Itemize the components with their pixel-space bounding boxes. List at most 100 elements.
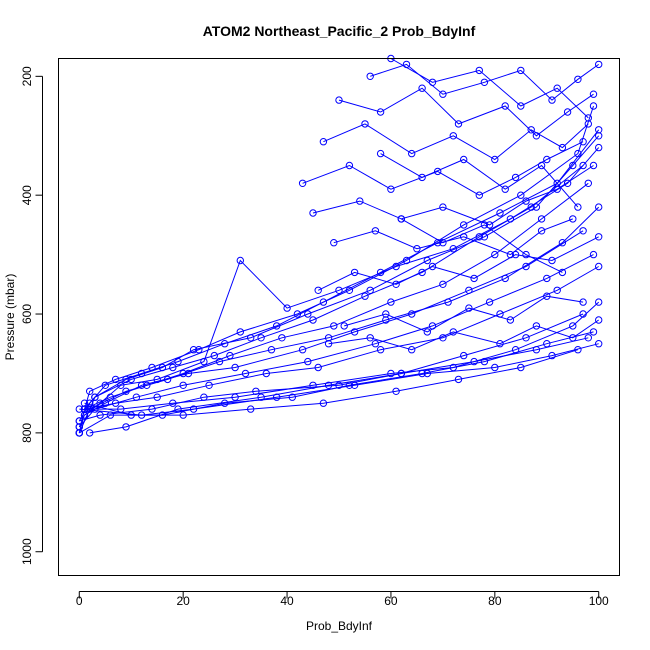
- data-point: [231, 393, 239, 401]
- data-point: [371, 340, 380, 348]
- data-point: [522, 334, 530, 342]
- data-point: [449, 132, 457, 140]
- data-point: [517, 191, 525, 199]
- series-10: [80, 262, 603, 413]
- data-point: [439, 203, 447, 211]
- data-point: [387, 298, 395, 306]
- series-line: [78, 254, 594, 428]
- data-point: [418, 173, 426, 182]
- series-line: [79, 313, 584, 422]
- data-point: [485, 298, 494, 306]
- data-point: [449, 245, 457, 253]
- data-point: [418, 84, 426, 92]
- data-point: [153, 393, 161, 401]
- data-point: [532, 346, 541, 354]
- data-point: [298, 346, 307, 354]
- series-line: [78, 129, 600, 422]
- data-point: [319, 399, 328, 407]
- series-line: [328, 319, 599, 351]
- data-point: [506, 316, 515, 324]
- data-point: [127, 375, 135, 384]
- data-point: [434, 167, 442, 176]
- data-point: [501, 102, 509, 110]
- data-point: [361, 292, 369, 300]
- series-18: [335, 84, 598, 140]
- data-point: [324, 381, 333, 389]
- data-point: [589, 328, 598, 336]
- x-tick-label: 40: [280, 594, 294, 608]
- series-26: [387, 54, 592, 122]
- data-point: [423, 328, 431, 336]
- data-point: [267, 346, 276, 354]
- data-point: [470, 357, 478, 366]
- data-point: [428, 78, 437, 87]
- series-line: [344, 295, 584, 333]
- series-3: [80, 102, 598, 413]
- data-point: [595, 203, 603, 211]
- data-point: [376, 149, 385, 158]
- data-point: [517, 363, 525, 372]
- data-point: [304, 357, 312, 366]
- x-tick-label: 80: [488, 594, 502, 608]
- data-point: [314, 286, 322, 294]
- series-line: [79, 343, 599, 416]
- data-point: [195, 346, 203, 354]
- series-line: [333, 218, 573, 256]
- data-point: [262, 369, 270, 378]
- y-tick-label: 1000: [20, 538, 34, 565]
- y-axis: 200 400 600 800 1000: [20, 66, 43, 565]
- data-point: [278, 334, 286, 342]
- data-point: [75, 405, 84, 413]
- data-point: [537, 227, 546, 235]
- data-point: [408, 310, 416, 318]
- data-point: [236, 328, 245, 336]
- data-point: [595, 126, 603, 134]
- data-point: [376, 346, 385, 354]
- data-point: [553, 185, 561, 193]
- data-point: [273, 322, 281, 330]
- data-point: [387, 185, 395, 193]
- data-point: [595, 143, 603, 152]
- data-point: [584, 179, 592, 188]
- data-point: [537, 215, 546, 223]
- data-point: [574, 75, 582, 84]
- data-point: [298, 179, 307, 188]
- series-line: [78, 206, 600, 434]
- series-line: [84, 349, 579, 416]
- data-point: [579, 161, 587, 170]
- data-point: [595, 60, 603, 69]
- data-point: [86, 429, 94, 437]
- data-point: [309, 316, 317, 324]
- data-point: [522, 262, 530, 271]
- data-point: [397, 215, 405, 223]
- data-point: [579, 298, 587, 306]
- data-point: [465, 304, 473, 312]
- data-point: [122, 423, 130, 431]
- x-tick-label: 0: [76, 594, 83, 608]
- data-point: [75, 417, 84, 425]
- series-line: [323, 123, 589, 161]
- data-point: [392, 262, 400, 271]
- data-point: [439, 239, 447, 247]
- series-28: [397, 215, 567, 277]
- series-line: [380, 153, 579, 208]
- data-point: [91, 393, 99, 401]
- data-point: [169, 363, 177, 372]
- data-point: [75, 429, 84, 437]
- data-point: [319, 138, 328, 146]
- data-point: [584, 114, 592, 122]
- data-point: [111, 399, 120, 407]
- axis-layer: 0 20 40 60 80 100 200 400 600 800 1000: [20, 66, 609, 608]
- data-point: [511, 173, 520, 182]
- data-point: [345, 286, 354, 294]
- data-point: [553, 286, 561, 294]
- data-point: [563, 108, 572, 116]
- data-point: [247, 405, 255, 413]
- data-point: [189, 346, 198, 354]
- y-tick-label: 800: [20, 423, 34, 443]
- x-tick-label: 20: [176, 594, 190, 608]
- data-point: [527, 126, 535, 134]
- data-point: [579, 227, 587, 235]
- data-point: [501, 185, 509, 193]
